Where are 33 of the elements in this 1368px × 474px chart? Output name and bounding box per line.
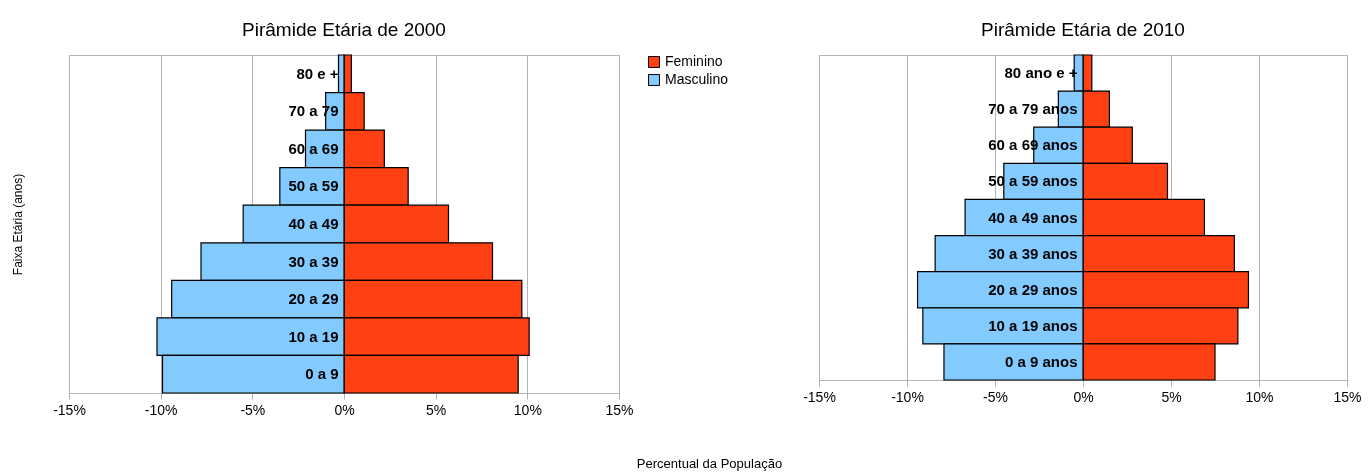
- x-tick-label: -15%: [803, 388, 836, 405]
- y-tick-label: 80 e +: [296, 64, 339, 82]
- x-tick-label: 15%: [605, 401, 634, 418]
- y-tick-label: 0 a 9: [305, 365, 339, 383]
- y-tick-label: 20 a 29 anos: [988, 280, 1078, 298]
- legend-label: Masculino: [665, 71, 729, 87]
- chart-title: Pirâmide Etária de 2000: [242, 19, 446, 41]
- x-tick-label: 0%: [1073, 388, 1094, 405]
- y-tick-label: 20 a 29: [288, 290, 339, 308]
- y-tick-label: 0 a 9 anos: [1004, 352, 1078, 370]
- y-tick-label: 40 a 49 anos: [988, 208, 1078, 226]
- y-tick-label: 10 a 19: [288, 327, 339, 345]
- x-tick-label: 10%: [1245, 388, 1274, 405]
- x-tick-label: 15%: [1333, 388, 1362, 405]
- y-tick-label: 60 a 69: [288, 139, 339, 157]
- x-tick-label: -5%: [983, 388, 1008, 405]
- x-tick-label: -15%: [53, 401, 86, 418]
- y-tick-label: 30 a 39: [288, 252, 339, 270]
- y-axis-title: Faixa Etária (anos): [10, 173, 25, 276]
- x-tick-label: 5%: [426, 401, 447, 418]
- x-tick-label: -10%: [144, 401, 178, 418]
- chart-title: Pirâmide Etária de 2010: [981, 19, 1185, 41]
- x-tick-label: 10%: [513, 401, 542, 418]
- x-tick-label: 5%: [1161, 388, 1182, 405]
- x-tick-label: -10%: [891, 388, 924, 405]
- y-tick-label: 50 a 59: [288, 177, 339, 195]
- legend-label: Feminino: [665, 53, 723, 69]
- x-tick-label: -5%: [240, 401, 266, 418]
- x-tick-label: 0%: [334, 401, 355, 418]
- y-tick-label: 10 a 19 anos: [988, 316, 1078, 334]
- y-tick-label: 40 a 49: [288, 215, 339, 232]
- y-tick-label: 30 a 39 anos: [988, 244, 1078, 262]
- x-axis-title: Percentual da População: [636, 455, 783, 471]
